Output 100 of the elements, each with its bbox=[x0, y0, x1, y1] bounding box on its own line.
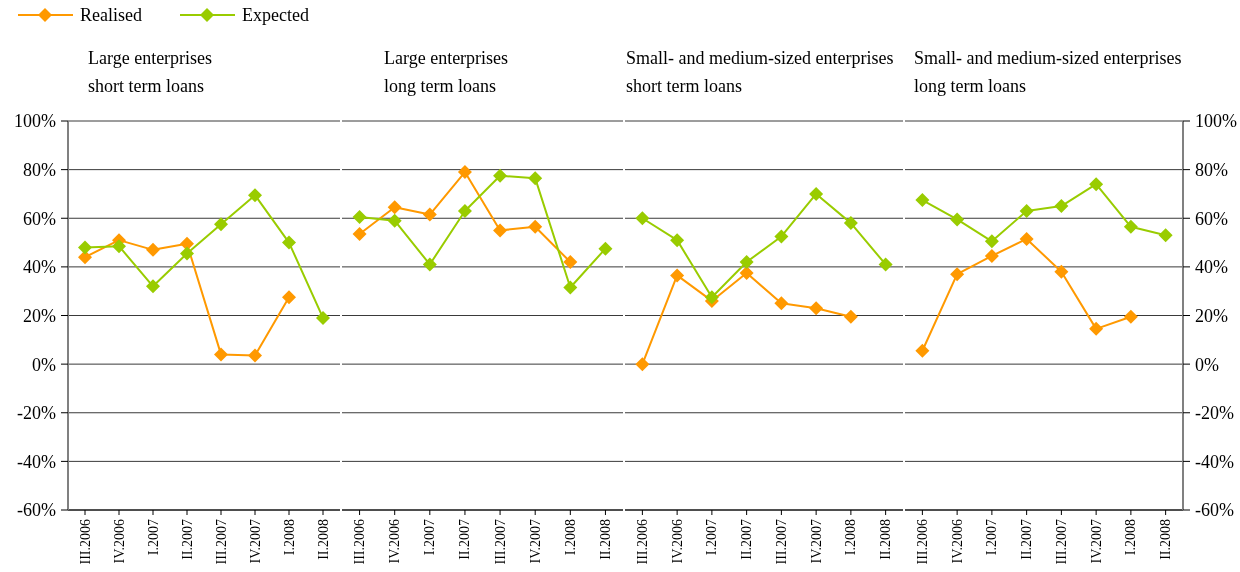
x-tick-label: II.2007 bbox=[179, 519, 195, 560]
point bbox=[78, 250, 92, 265]
x-tick-label: III.2006 bbox=[634, 519, 650, 565]
point bbox=[635, 357, 650, 372]
point bbox=[809, 186, 824, 201]
point bbox=[457, 203, 472, 218]
x-tick-label: II.2007 bbox=[1019, 519, 1035, 560]
x-tick-label: IV.2007 bbox=[247, 519, 263, 564]
chart-title: Small- and medium-sized enterprises bbox=[626, 47, 894, 69]
y-tick-label: -60% bbox=[17, 500, 56, 521]
point bbox=[1019, 231, 1034, 246]
chart-subtitle: short term loans bbox=[626, 75, 742, 97]
x-tick-label: II.2008 bbox=[1158, 519, 1174, 560]
point bbox=[984, 234, 999, 249]
chart-title: Large enterprises bbox=[88, 47, 213, 69]
point bbox=[670, 268, 685, 283]
point bbox=[739, 265, 754, 280]
point bbox=[248, 348, 262, 363]
point bbox=[774, 229, 789, 244]
point bbox=[843, 309, 858, 324]
point bbox=[248, 188, 262, 203]
point bbox=[146, 279, 160, 294]
x-tick-label: II.2008 bbox=[878, 519, 894, 560]
point bbox=[878, 257, 893, 272]
point bbox=[1123, 309, 1138, 324]
point bbox=[635, 211, 650, 226]
point bbox=[457, 165, 472, 180]
point bbox=[843, 216, 858, 231]
x-tick-label: I.2008 bbox=[281, 519, 297, 556]
x-tick-label: III.2007 bbox=[773, 519, 789, 565]
x-tick-label: II.2007 bbox=[457, 519, 473, 560]
x-tick-label: I.2008 bbox=[562, 519, 578, 556]
x-tick-label: IV.2006 bbox=[669, 519, 685, 564]
y-tick-label: -20% bbox=[17, 403, 56, 424]
y-tick-label: 60% bbox=[23, 208, 56, 229]
point bbox=[282, 235, 296, 250]
x-tick-label: IV.2006 bbox=[111, 519, 127, 564]
point bbox=[915, 343, 930, 358]
x-tick-label: I.2007 bbox=[145, 519, 161, 556]
point bbox=[316, 310, 330, 325]
y2-tick-label: -60% bbox=[1195, 500, 1234, 521]
y-tick-label: 100% bbox=[14, 111, 56, 132]
x-tick-label: II.2008 bbox=[315, 519, 331, 560]
y2-tick-label: 100% bbox=[1195, 111, 1237, 132]
chart-subtitle: long term loans bbox=[384, 75, 496, 97]
x-tick-label: IV.2007 bbox=[527, 519, 543, 564]
point bbox=[1158, 228, 1173, 243]
chart-subtitle: short term loans bbox=[88, 75, 204, 97]
point bbox=[78, 240, 92, 255]
x-tick-label: IV.2007 bbox=[1088, 519, 1104, 564]
point bbox=[563, 255, 578, 270]
point bbox=[950, 267, 965, 282]
point bbox=[422, 207, 437, 222]
point bbox=[1019, 203, 1034, 218]
y2-tick-label: 40% bbox=[1195, 257, 1228, 278]
chart-title: Small- and medium-sized enterprises bbox=[914, 47, 1182, 69]
x-tick-label: III.2007 bbox=[492, 519, 508, 565]
y2-tick-label: -20% bbox=[1195, 403, 1234, 424]
x-tick-label: I.2007 bbox=[984, 519, 1000, 556]
point bbox=[352, 210, 367, 225]
y2-tick-label: 0% bbox=[1195, 354, 1219, 375]
x-tick-label: I.2008 bbox=[843, 519, 859, 556]
point bbox=[528, 219, 543, 234]
legend-label: Expected bbox=[241, 5, 309, 25]
x-tick-label: II.2007 bbox=[739, 519, 755, 560]
point bbox=[387, 213, 402, 228]
point bbox=[1054, 264, 1069, 279]
y2-tick-label: 80% bbox=[1195, 160, 1228, 181]
x-tick-label: III.2006 bbox=[77, 519, 93, 565]
point bbox=[493, 223, 508, 238]
point bbox=[112, 239, 126, 254]
point bbox=[984, 248, 999, 263]
point bbox=[598, 241, 613, 256]
point bbox=[739, 255, 754, 270]
point bbox=[214, 217, 228, 232]
x-tick-label: II.2008 bbox=[597, 519, 613, 560]
point bbox=[1089, 177, 1104, 192]
point bbox=[774, 296, 789, 311]
point bbox=[422, 257, 437, 272]
point bbox=[950, 212, 965, 227]
x-tick-label: III.2007 bbox=[213, 519, 229, 565]
point bbox=[915, 193, 930, 208]
chart-title: Large enterprises bbox=[384, 47, 509, 69]
x-tick-label: III.2007 bbox=[1053, 519, 1069, 565]
legend-label: Realised bbox=[80, 5, 142, 25]
x-tick-label: IV.2006 bbox=[387, 519, 403, 564]
y-tick-label: -40% bbox=[17, 451, 56, 472]
point bbox=[1123, 219, 1138, 234]
y-tick-label: 0% bbox=[32, 354, 56, 375]
y-tick-label: 80% bbox=[23, 160, 56, 181]
y2-tick-label: -40% bbox=[1195, 451, 1234, 472]
y2-tick-label: 60% bbox=[1195, 208, 1228, 229]
point bbox=[180, 246, 194, 261]
x-tick-label: I.2007 bbox=[422, 519, 438, 556]
y-tick-label: 40% bbox=[23, 257, 56, 278]
x-tick-label: III.2006 bbox=[352, 519, 368, 565]
point bbox=[282, 290, 296, 305]
point bbox=[387, 200, 402, 215]
point bbox=[1054, 199, 1069, 214]
point bbox=[809, 301, 824, 316]
